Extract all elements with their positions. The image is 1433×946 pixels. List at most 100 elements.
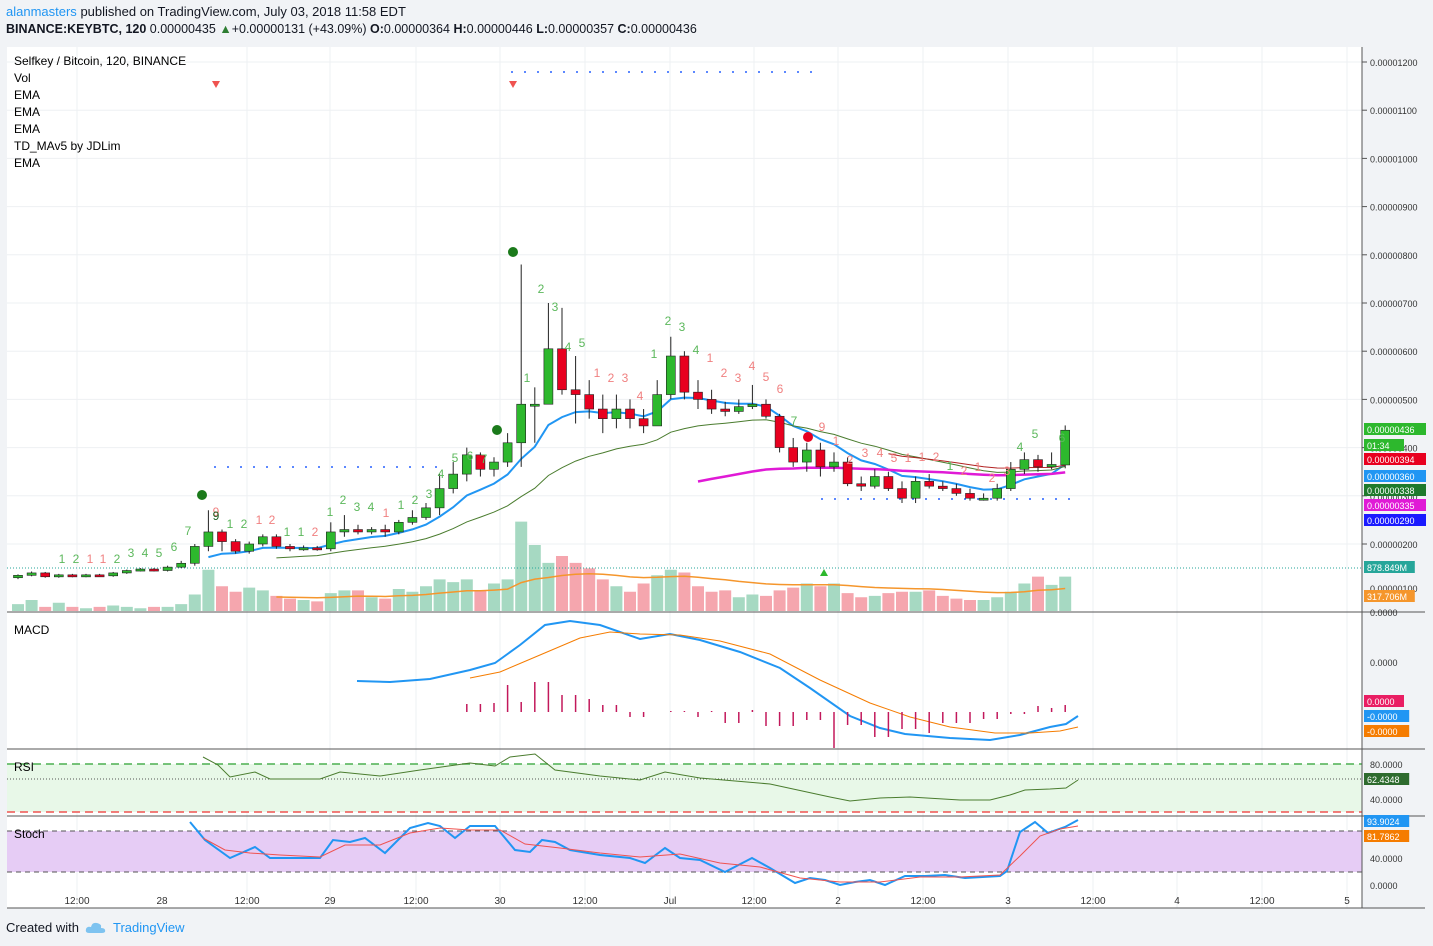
td-level-dot (745, 71, 747, 73)
price-axis[interactable]: 0.00001200 0.00001100 0.00001000 0.00000900… (1362, 58, 1418, 891)
cloud-logo-icon (85, 922, 106, 933)
symbol[interactable]: BINANCE:KEYBTC, 120 (6, 22, 147, 36)
td-level-dot (654, 71, 656, 73)
candle-body (407, 517, 418, 523)
high-label: H: (453, 22, 467, 36)
stoch-band-fill (7, 831, 1362, 872)
volume-bar (1004, 591, 1017, 611)
td-count-label: 2 (114, 552, 121, 566)
volume-bar (732, 597, 745, 611)
td-level-dot (873, 498, 875, 500)
td-count-label: 1 (975, 460, 982, 474)
volume-bar (1018, 583, 1031, 611)
volume-bar (651, 575, 664, 611)
candle-body (869, 476, 880, 487)
legend-ema-2[interactable]: EMA (14, 105, 40, 119)
created-with: Created with (6, 920, 79, 935)
legend-vol[interactable]: Vol (14, 71, 31, 85)
volume-bar (134, 608, 147, 611)
td-level-dot (383, 466, 385, 468)
volume-bar (107, 605, 120, 611)
price-tag-label: 0.00000338 (1367, 486, 1415, 496)
td-level-dot (860, 498, 862, 500)
td-level-dot (641, 71, 643, 73)
volume-bar (624, 591, 636, 611)
candle-body (53, 574, 64, 578)
legend-ema-4[interactable]: EMA (14, 156, 40, 170)
td-count-label: 1 (833, 434, 840, 448)
macd-title[interactable]: MACD (14, 623, 50, 637)
candle-body (257, 536, 268, 545)
td-count-label: 2 (721, 366, 728, 380)
candle-body (475, 454, 486, 470)
price-tag-bg (1364, 514, 1426, 526)
td-level-dot (550, 71, 552, 73)
x-tick-label: 12:00 (741, 896, 766, 907)
candle-body (285, 546, 295, 550)
td-count-label: 7 (791, 414, 798, 428)
volume-bar (923, 590, 936, 611)
y-tick-label: 0.00000300 (1370, 492, 1418, 502)
td-count-label: 1 (227, 517, 234, 531)
volume-bar (596, 579, 609, 611)
volume-bar (909, 591, 922, 611)
volume-bar (25, 600, 38, 611)
candle-body (937, 485, 948, 489)
td-level-dot (834, 498, 836, 500)
td-count-label: 4 (368, 500, 375, 514)
rsi-title[interactable]: RSI (14, 760, 34, 774)
price-tag-label: 878.849M (1367, 563, 1407, 573)
td-level-dot (1016, 498, 1018, 500)
td-level-dot (253, 466, 255, 468)
time-axis[interactable]: 12:00 28 12:00 29 12:00 30 12:00 Jul 12:00 2 12:00… (64, 896, 1350, 907)
td-level-dot (1003, 498, 1005, 500)
price-tag-bg (1364, 695, 1404, 707)
volume-bar (760, 595, 772, 611)
x-tick-label: 12:00 (910, 896, 935, 907)
td-count-label: 9 (213, 509, 220, 523)
candle-body (380, 529, 391, 533)
legend-td-mav5[interactable]: TD_MAv5 by JDLim (14, 139, 120, 153)
td-count-label: 4 (877, 446, 884, 460)
price-tag-label: 0.00000335 (1367, 501, 1415, 511)
candle-body (393, 522, 404, 533)
x-tick-label: 12:00 (1249, 896, 1274, 907)
volume-bar (12, 604, 24, 611)
price-tag-label: 0.00000436 (1367, 425, 1415, 435)
volume-bar (161, 606, 174, 611)
td-level-dot (576, 71, 578, 73)
td-count-label: 7 (185, 524, 192, 538)
candle-body (516, 403, 527, 444)
tradingview-link[interactable]: TradingView (112, 920, 185, 935)
author-link[interactable]: alanmasters (6, 4, 77, 19)
legend-ema-3[interactable]: EMA (14, 122, 40, 136)
volume-bar (420, 586, 432, 611)
candle-body (461, 454, 472, 475)
candle-body (448, 473, 459, 489)
volume-bar (773, 590, 786, 611)
x-tick-label: 4 (1174, 896, 1180, 907)
price-change: +0.00000131 (+43.09%) (231, 22, 367, 36)
td-count-label: 3 (128, 546, 135, 560)
td-count-label: 1 (298, 525, 305, 539)
ema-magenta-line (697, 466, 1066, 483)
td-count-label: 5 (452, 451, 459, 465)
sell-arrow-icon (509, 81, 517, 88)
td-level-dot (422, 466, 424, 468)
legend-ema-1[interactable]: EMA (14, 88, 40, 102)
y-tick-label: 80.0000 (1370, 760, 1403, 770)
td-count-label: 6 (171, 540, 178, 554)
volume-bar (664, 569, 677, 611)
y-tick-label: 0.00001000 (1370, 154, 1418, 164)
candle-body (176, 562, 186, 568)
td-count-label: 1 (707, 351, 714, 365)
candle-body (829, 461, 839, 468)
candle-body (26, 572, 37, 576)
td-level-dot (344, 466, 346, 468)
price-tag-label: 317.706M (1367, 592, 1407, 602)
stoch-title[interactable]: Stoch (14, 827, 45, 841)
td-count-label: 2 (412, 493, 419, 507)
volume-bar (433, 579, 446, 611)
open-label: O: (370, 22, 384, 36)
